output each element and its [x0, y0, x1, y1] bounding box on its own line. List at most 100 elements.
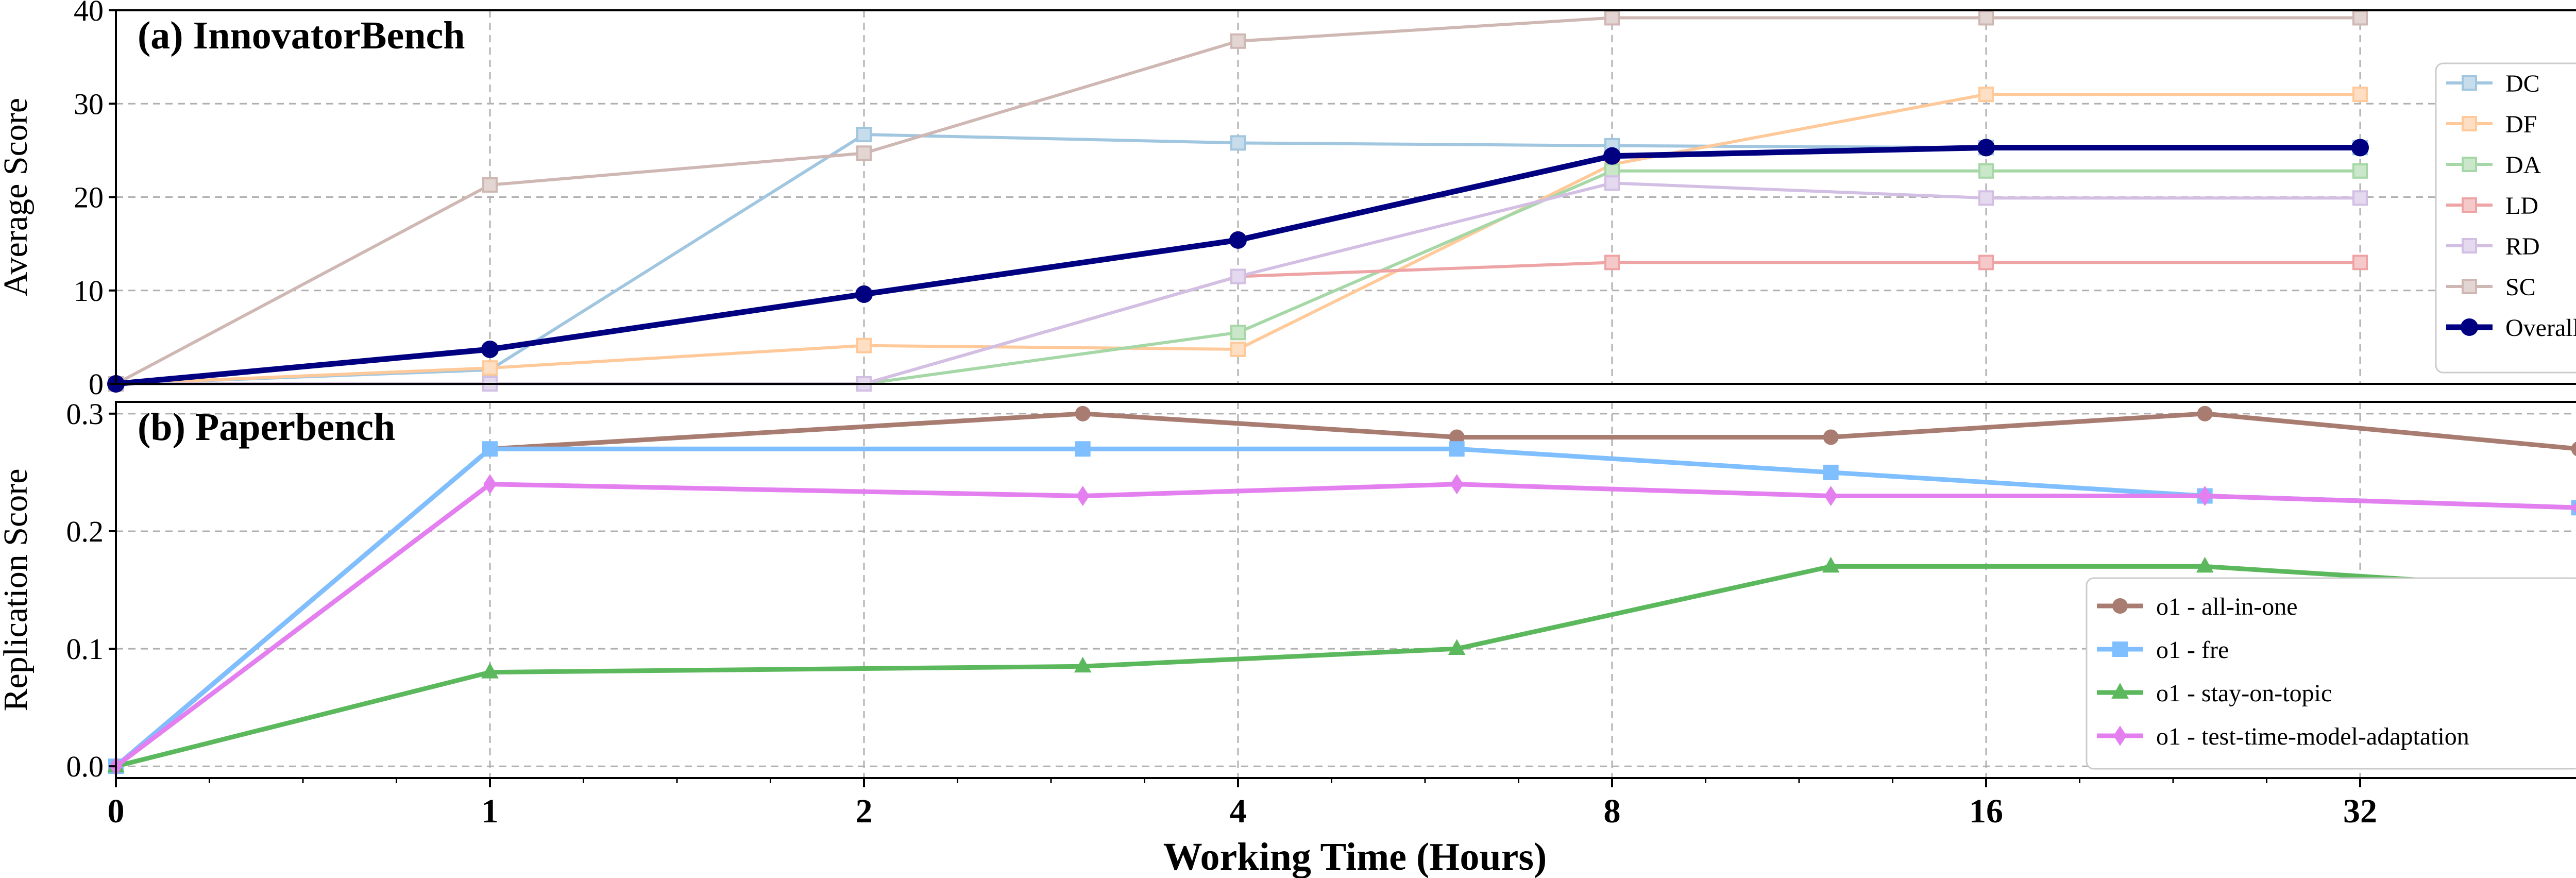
data-point	[1074, 656, 1092, 673]
data-point	[1449, 441, 1465, 457]
y-tick-label: 20	[74, 181, 104, 214]
data-point	[2352, 10, 2368, 26]
y-tick-label: 0.3	[66, 397, 104, 431]
data-point	[1978, 190, 1994, 206]
data-point	[2352, 87, 2368, 103]
data-point	[1230, 325, 1246, 341]
data-point	[1603, 147, 1621, 165]
panel-title: (a) InnovatorBench	[138, 14, 465, 57]
data-point	[1230, 268, 1246, 284]
data-point	[855, 285, 873, 303]
legend-entry: DF	[2446, 111, 2537, 138]
x-tick-label: 0	[108, 792, 125, 830]
data-point	[483, 474, 497, 495]
legend-entry: RD	[2446, 233, 2540, 260]
legend-marker	[2112, 598, 2128, 614]
y-tick-label: 0.1	[66, 632, 104, 666]
data-point	[1230, 341, 1246, 357]
data-point	[482, 441, 498, 457]
data-point	[2197, 406, 2213, 421]
y-tick-label: 40	[74, 0, 104, 27]
legend-marker	[2462, 279, 2477, 294]
data-point	[2572, 502, 2576, 514]
y-axis-label: Replication Score	[0, 468, 35, 711]
data-point	[2198, 485, 2212, 506]
data-point	[2571, 442, 2576, 457]
y-tick-label: 0	[89, 367, 104, 401]
panel-innovatorbench: 0 10 20 30 40 Average Score (a) InnovatorBench…	[0, 0, 2576, 401]
x-tick-label: 16	[1969, 792, 2003, 830]
legend-marker	[2111, 683, 2129, 699]
legend-entry: DA	[2446, 151, 2541, 179]
legend-marker	[2112, 641, 2128, 657]
data-point	[1823, 464, 1839, 480]
data-point	[1448, 639, 1466, 655]
data-point	[2352, 163, 2368, 179]
data-point	[2196, 556, 2214, 573]
legend-entry: o1 - fre	[2097, 636, 2229, 664]
data-point	[481, 340, 499, 358]
x-tick-label: 8	[1604, 792, 1621, 830]
y-tick-label: 10	[74, 274, 104, 308]
data-point	[1075, 441, 1091, 457]
legend-entry: SC	[2446, 274, 2536, 301]
legend-marker	[2462, 116, 2477, 131]
data-point	[482, 177, 498, 193]
data-point	[482, 360, 498, 376]
legend-label: Overall	[2505, 314, 2576, 342]
series-o1-test-time-model-adaptation	[109, 474, 2576, 776]
data-point	[1604, 175, 1620, 191]
legend-entry: Overall	[2446, 314, 2576, 342]
legend-box	[2435, 62, 2576, 374]
legend-marker	[2462, 238, 2477, 254]
legend-marker	[2462, 75, 2477, 91]
x-tick-label: 32	[2343, 792, 2377, 830]
y-axis-label: Average Score	[0, 98, 35, 296]
data-point	[1604, 10, 1620, 26]
legend-label: DF	[2505, 111, 2537, 138]
legend-entry: LD	[2446, 192, 2538, 220]
legend-marker	[2461, 318, 2478, 336]
data-point	[1978, 87, 1994, 103]
legend-entry: DC	[2446, 70, 2540, 97]
legend-entry: o1 - all-in-one	[2097, 593, 2298, 620]
plot-frame	[115, 401, 2576, 779]
data-point	[1823, 429, 1839, 445]
y-tick-label: 30	[74, 87, 104, 121]
data-point	[1822, 556, 1840, 573]
data-point	[1978, 255, 1994, 271]
data-point	[2351, 139, 2369, 157]
data-point	[1230, 135, 1246, 151]
data-point	[1604, 255, 1620, 271]
legend-label: o1 - stay-on-topic	[2156, 680, 2332, 707]
data-point	[1230, 33, 1246, 49]
data-point	[1076, 485, 1090, 506]
legend-label: o1 - test-time-model-adaptation	[2156, 723, 2469, 750]
data-point	[856, 127, 872, 143]
legend-label: LD	[2505, 192, 2538, 220]
legend-label: SC	[2505, 274, 2536, 301]
data-point	[1978, 10, 1994, 26]
data-point	[2352, 255, 2368, 271]
x-tick-label: 2	[856, 792, 873, 830]
panel-title: (b) Paperbench	[138, 406, 395, 449]
panel-paperbench: 0.0 0.1 0.2 0.3 Replication Score (b) Paperbe…	[0, 397, 2576, 830]
legend-label: DA	[2505, 151, 2541, 179]
y-tick-label: 0.0	[66, 750, 104, 783]
x-tick-label: 4	[1230, 792, 1247, 830]
x-tick-label: 1	[482, 792, 499, 830]
legend-marker	[2462, 197, 2477, 213]
data-point	[481, 662, 499, 679]
legend-entry: o1 - test-time-model-adaptation	[2097, 723, 2469, 750]
data-point	[1978, 163, 1994, 179]
data-point	[1450, 474, 1464, 495]
legend-marker	[2113, 725, 2127, 746]
legend-box	[2086, 577, 2576, 770]
legend-label: o1 - all-in-one	[2156, 593, 2298, 620]
data-point	[1229, 231, 1247, 249]
x-axis-label: Working Time (Hours)	[1163, 835, 1547, 878]
legend-label: RD	[2505, 233, 2540, 260]
legend-marker	[2462, 157, 2477, 172]
data-point	[1977, 139, 1995, 157]
